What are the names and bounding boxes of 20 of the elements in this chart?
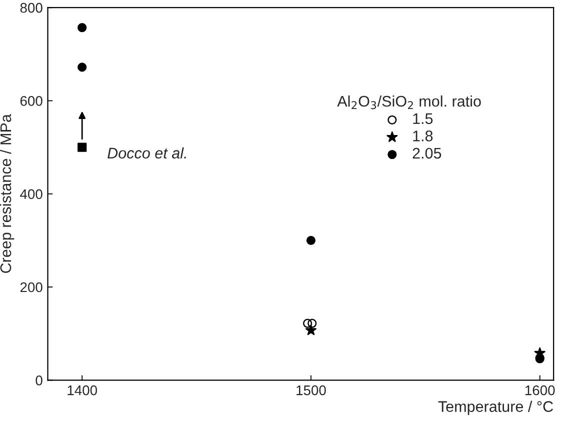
- x-axis-title: Temperature / °C: [438, 400, 553, 415]
- point: [78, 142, 87, 152]
- y-tick-label: 800: [20, 2, 42, 13]
- y-axis-title: Creep resistance / MPa: [0, 114, 14, 273]
- x-tick-label: 1500: [296, 385, 326, 396]
- legend-title: Al$_{2}$O$_{3}$/SiO$_{2}$ mol. ratio: [337, 95, 481, 110]
- x-tick-label: 1600: [525, 385, 555, 396]
- annotation: Docco et al.: [108, 147, 186, 159]
- y-tick-label: 400: [20, 189, 42, 200]
- point: [78, 23, 87, 32]
- x-tick-label: 1400: [68, 385, 98, 396]
- y-tick-label: 200: [20, 282, 42, 292]
- legend-label: 1.5: [413, 113, 433, 124]
- point: [78, 62, 87, 72]
- legend-label: 2.05: [412, 148, 442, 159]
- y-tick-label: 0: [36, 375, 42, 386]
- y-tick-label: 600: [20, 96, 42, 106]
- point: [306, 236, 316, 245]
- legend-label: 1.8: [413, 130, 433, 142]
- point: [305, 324, 316, 336]
